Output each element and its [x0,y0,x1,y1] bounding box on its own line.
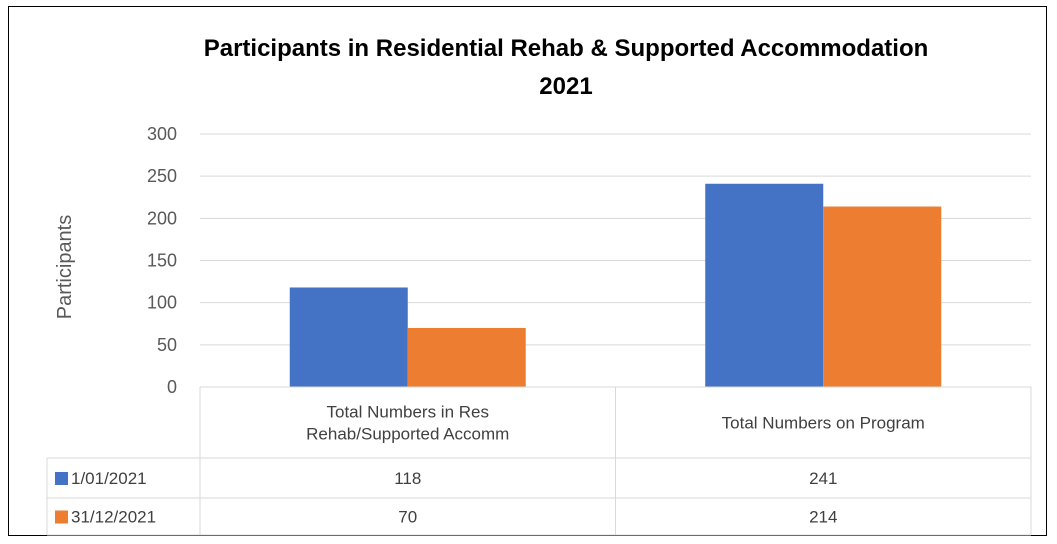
legend-swatch [55,510,68,524]
y-tick-label: 150 [147,251,177,271]
legend-label: 31/12/2021 [71,508,156,527]
bar [705,183,824,387]
data-table-value: 241 [809,469,837,488]
y-tick-label: 50 [157,335,177,355]
bar [823,206,942,387]
bar-chart: Participants in Residential Rehab & Supp… [46,35,1032,536]
category-label: Total Numbers in Res [326,403,489,422]
bar [407,327,526,387]
data-table-value: 214 [809,508,837,527]
y-axis-label: Participants [54,215,76,320]
legend-label: 1/01/2021 [71,469,147,488]
legend-swatch [55,472,68,485]
category-label: Total Numbers on Program [722,414,925,433]
y-tick-label: 100 [147,293,177,313]
y-tick-label: 250 [147,166,177,186]
chart-title: Participants in Residential Rehab & Supp… [204,35,929,62]
bar [289,287,408,387]
y-tick-label: 0 [167,377,177,397]
y-tick-label: 300 [147,124,177,144]
chart-title-year: 2021 [539,73,592,100]
category-label: Rehab/Supported Accomm [306,425,509,444]
data-table-value: 70 [398,508,417,527]
data-table-value: 118 [394,469,421,488]
chart-frame: Participants in Residential Rehab & Supp… [8,6,1047,536]
y-tick-label: 200 [147,208,177,228]
